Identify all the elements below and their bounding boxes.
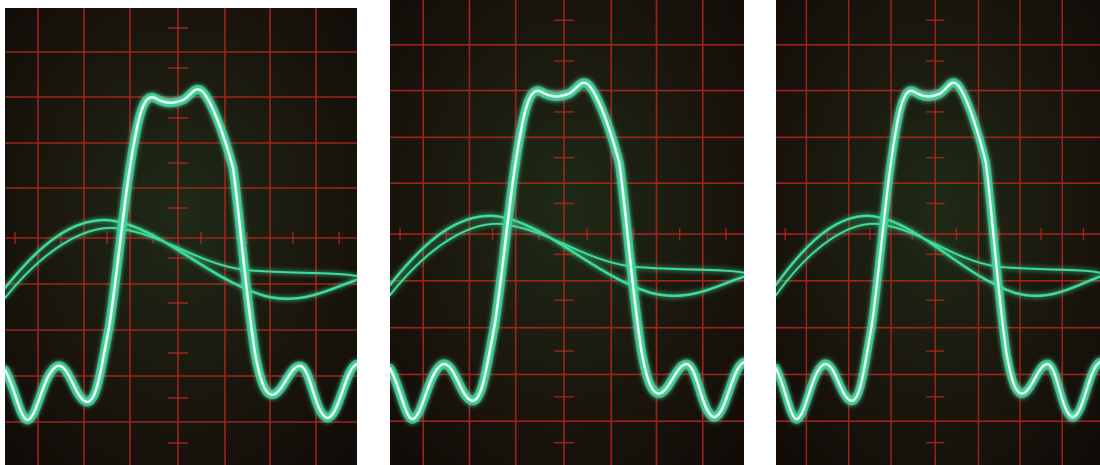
scope-photo: [390, 0, 744, 465]
scope-photo: [776, 0, 1100, 465]
scope-photo: [5, 8, 357, 465]
